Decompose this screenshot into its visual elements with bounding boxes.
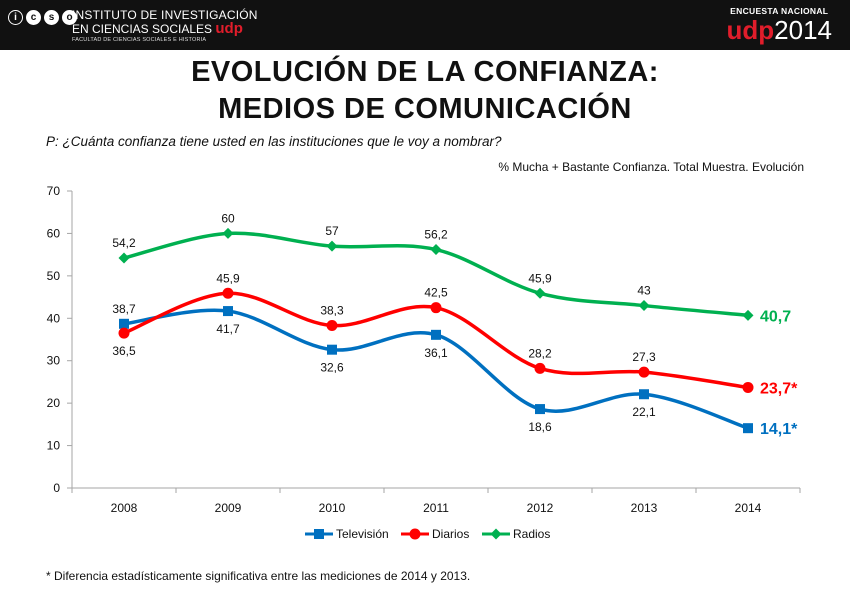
survey-badge: ENCUESTA NACIONAL udp2014 [727, 6, 833, 44]
data-point-radios [326, 240, 338, 252]
survey-year: 2014 [774, 15, 832, 45]
institute-line-2: EN CIENCIAS SOCIALES udp [72, 20, 258, 37]
logo-letter: c [26, 10, 41, 25]
x-tick-label: 2012 [527, 501, 554, 515]
data-label-diarios: 38,3 [320, 303, 344, 317]
data-point-television [535, 404, 545, 415]
x-tick-label: 2008 [111, 501, 138, 515]
data-label-radios: 56,2 [424, 228, 448, 242]
data-label-radios: 57 [325, 224, 339, 238]
y-tick-label: 60 [47, 226, 61, 240]
institute-line-2-text: EN CIENCIAS SOCIALES [72, 22, 213, 36]
footnote: * Diferencia estadísticamente significat… [46, 569, 471, 583]
x-tick-label: 2009 [215, 501, 242, 515]
data-label-television: 32,6 [320, 361, 344, 375]
data-label-television: 36,1 [424, 346, 448, 360]
data-point-radios [222, 227, 234, 239]
y-tick-label: 50 [47, 269, 61, 283]
data-point-television [743, 423, 753, 434]
data-label-radios: 54,2 [112, 236, 136, 250]
survey-year-logo: udp2014 [727, 16, 833, 44]
data-point-diarios [638, 366, 650, 378]
data-label-diarios: 42,5 [424, 286, 448, 300]
data-label-radios: 43 [637, 284, 651, 298]
legend-marker-radios [490, 528, 502, 540]
data-point-television [223, 306, 233, 317]
logo-letter: s [44, 10, 59, 25]
data-label-diarios: 45,9 [216, 271, 240, 285]
header-bar: i c s o INSTITUTO DE INVESTIGACIÓN EN CI… [0, 0, 850, 50]
data-point-television [327, 344, 337, 355]
institute-name: INSTITUTO DE INVESTIGACIÓN EN CIENCIAS S… [72, 8, 258, 44]
data-point-radios [534, 287, 546, 299]
data-point-diarios [118, 327, 130, 339]
y-tick-label: 30 [47, 354, 61, 368]
x-tick-label: 2014 [735, 501, 762, 515]
legend-label-radios: Radios [513, 527, 550, 541]
institute-line-1: INSTITUTO DE INVESTIGACIÓN [72, 8, 258, 22]
data-label-radios: 45,9 [528, 271, 552, 285]
x-tick-label: 2010 [319, 501, 346, 515]
data-point-radios [742, 309, 754, 321]
survey-label: ENCUESTA NACIONAL [730, 6, 829, 16]
legend-marker-television [314, 529, 324, 539]
final-value-label-diarios: 23,7* [760, 380, 798, 397]
data-point-diarios [534, 362, 546, 374]
legend-marker-diarios [409, 528, 421, 540]
y-tick-label: 20 [47, 396, 61, 410]
data-label-diarios: 27,3 [632, 350, 656, 364]
y-tick-label: 70 [47, 184, 61, 198]
data-point-diarios [222, 287, 234, 299]
legend-label-television: Televisión [336, 527, 389, 541]
data-point-radios [118, 252, 130, 264]
data-point-diarios [742, 381, 754, 393]
legend-label-diarios: Diarios [432, 527, 469, 541]
data-point-television [639, 389, 649, 400]
final-value-label-television: 14,1* [760, 421, 798, 438]
page-title-line-2: MEDIOS DE COMUNICACIÓN [218, 93, 632, 125]
survey-brand: udp [726, 15, 775, 45]
data-label-television: 38,7 [112, 302, 136, 316]
data-label-diarios: 36,5 [112, 344, 136, 358]
data-label-diarios: 28,2 [528, 346, 552, 360]
data-label-television: 22,1 [632, 405, 656, 419]
data-point-television [119, 318, 129, 329]
y-tick-label: 40 [47, 311, 61, 325]
institute-faculty: FACULTAD DE CIENCIAS SOCIALES E HISTORIA [72, 37, 207, 43]
data-label-television: 18,6 [528, 420, 552, 434]
measure-note: % Mucha + Bastante Confianza. Total Mues… [498, 160, 804, 174]
institute-brand: udp [215, 20, 243, 37]
final-value-label-radios: 40,7 [760, 308, 791, 325]
data-point-radios [638, 300, 650, 312]
logo-letter: i [8, 10, 23, 25]
x-tick-label: 2013 [631, 501, 658, 515]
logo-letter: o [62, 10, 77, 25]
x-tick-label: 2011 [423, 501, 449, 515]
data-label-radios: 60 [221, 211, 235, 225]
y-tick-label: 0 [53, 481, 60, 495]
data-label-television: 41,7 [216, 322, 240, 336]
data-point-diarios [326, 319, 338, 331]
page-title-line-1: EVOLUCIÓN DE LA CONFIANZA: [191, 56, 659, 88]
survey-question: P: ¿Cuánta confianza tiene usted en las … [46, 134, 502, 149]
data-point-radios [430, 244, 442, 256]
data-point-diarios [430, 302, 442, 314]
icso-logo: i c s o [8, 10, 77, 25]
y-tick-label: 10 [47, 439, 61, 453]
data-point-television [431, 329, 441, 340]
